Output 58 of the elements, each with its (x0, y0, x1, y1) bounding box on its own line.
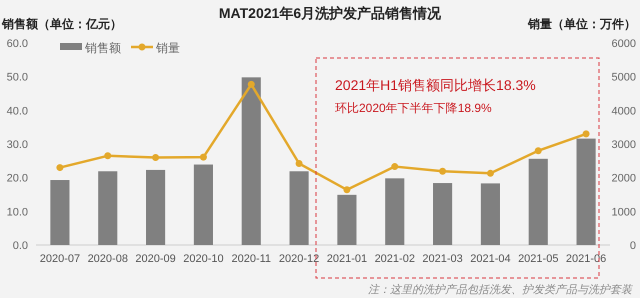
point (296, 160, 303, 168)
x-tick-label: 2021-06 (566, 253, 606, 265)
y2-axis-title: 销量（单位：万件） (527, 17, 636, 31)
point (104, 152, 112, 160)
bar (146, 170, 166, 245)
point (343, 186, 350, 194)
y-tick-label: 10.0 (6, 206, 28, 218)
y-tick-label: 0.0 (12, 240, 28, 252)
bar (576, 138, 596, 245)
x-tick-label: 2020-11 (231, 253, 272, 265)
point (486, 170, 494, 177)
bar (242, 77, 261, 245)
x-tick-label: 2020-08 (88, 253, 128, 265)
x-tick-label: 2020-09 (135, 253, 176, 265)
bar (433, 183, 452, 245)
y2-tick-label: 6000 (612, 38, 636, 50)
point (248, 80, 255, 88)
point (152, 154, 160, 161)
bar (480, 183, 500, 245)
x-tick-label: 2021-01 (326, 253, 368, 265)
y-tick-label: 40.0 (6, 105, 28, 118)
point (534, 147, 542, 154)
y-axis-title: 销售额（单位：亿元） (1, 17, 122, 31)
bar (194, 164, 213, 245)
bar (385, 178, 404, 245)
point (391, 163, 398, 170)
x-tick-label: 2020-12 (278, 253, 320, 265)
y-tick-label: 20.0 (6, 172, 28, 185)
x-tick-label: 2021-02 (374, 253, 415, 265)
x-tick-label: 2021-05 (518, 253, 558, 265)
legend-label: 销量 (155, 41, 180, 55)
x-tick-label: 2021-03 (422, 253, 463, 265)
legend-label: 销售额 (84, 41, 121, 55)
point (200, 154, 207, 161)
annotation: 环比2020年下半年下降18.9% (335, 101, 492, 115)
text: 注：这里的洗护产品包括洗发、护发类产品与洗护套装 (368, 283, 633, 296)
y-tick-label: 60.0 (6, 38, 28, 50)
y-tick-label: 30.0 (6, 139, 28, 151)
annotation: 2021年H1销售额同比增长18.3% (335, 77, 536, 93)
x-tick-label: 2021-04 (470, 253, 511, 265)
point (582, 130, 590, 138)
bar (290, 171, 309, 245)
y-tick-label: 50.0 (6, 72, 28, 84)
y2-tick-label: 3000 (612, 139, 636, 151)
bar (50, 180, 70, 245)
y2-tick-label: 1000 (612, 206, 636, 218)
bar (98, 171, 118, 245)
bar (528, 158, 548, 245)
point (439, 168, 446, 175)
chart-title: MAT2021年6月洗护发产品销售情况 (218, 5, 442, 21)
x-tick-label: 2020-07 (40, 253, 80, 265)
y2-tick-label: 0 (630, 240, 636, 252)
x-tick-label: 2020-10 (183, 253, 224, 265)
y2-tick-label: 2000 (612, 172, 636, 185)
y2-tick-label: 5000 (612, 72, 636, 84)
bar (337, 194, 356, 245)
y2-tick-label: 4000 (612, 105, 636, 118)
point (56, 164, 64, 172)
